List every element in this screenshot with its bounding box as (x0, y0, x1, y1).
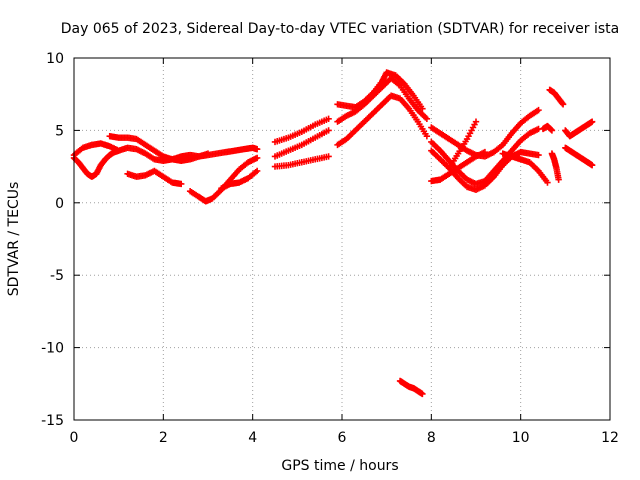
series-arc-m (396, 377, 426, 398)
data-point (555, 176, 562, 183)
series-arc-b (70, 147, 122, 180)
x-tick-label: 4 (248, 430, 257, 446)
y-tick-label: -5 (50, 268, 64, 284)
data-point (419, 390, 426, 398)
x-tick-label: 10 (512, 430, 530, 446)
data-point (481, 148, 489, 156)
data-point (253, 146, 261, 153)
series-arc-k (334, 75, 431, 125)
series-arc-j (334, 69, 426, 112)
data-point (588, 161, 596, 169)
series-arc-v (548, 150, 562, 183)
y-tick-label: 5 (55, 123, 64, 139)
x-tick-label: 6 (338, 430, 347, 446)
x-tick-label: 2 (159, 430, 168, 446)
series-arc-x (562, 144, 596, 169)
axis-ticks: 0 2 4 6 8 10 12 -15 -10 -5 0 5 10 (41, 51, 619, 446)
data-marks (70, 69, 596, 398)
series-arc-d (124, 167, 185, 188)
data-point (423, 115, 431, 123)
data-point (559, 101, 567, 108)
y-axis-label: SDTVAR / TECUs (6, 182, 22, 297)
series-arc-u (546, 86, 567, 108)
data-point (204, 150, 212, 157)
series-arc-s (499, 150, 551, 186)
data-point (253, 154, 261, 162)
series-arc-c (106, 132, 212, 165)
series-arc-i (271, 153, 332, 170)
y-tick-label: 10 (46, 51, 64, 67)
data-point (325, 115, 332, 123)
series-arc-r (446, 118, 480, 172)
data-point (535, 106, 542, 114)
data-point (472, 118, 480, 125)
y-tick-label: -10 (41, 341, 64, 357)
series-arc-p (428, 147, 542, 193)
data-point (115, 147, 122, 154)
series-arc-l (334, 92, 431, 149)
data-point (178, 180, 185, 188)
x-axis-label: GPS time / hours (281, 458, 398, 474)
series-arc-q (428, 148, 489, 185)
data-point (325, 153, 332, 160)
chart-title: Day 065 of 2023, Sidereal Day-to-day VTE… (61, 21, 619, 37)
y-tick-label: -15 (41, 413, 64, 429)
y-tick-label: 0 (55, 196, 64, 212)
series-arc-n (428, 106, 542, 160)
data-point (423, 132, 431, 140)
plot-frame (73, 57, 611, 421)
data-point (253, 167, 261, 175)
series-arc-h (271, 127, 332, 160)
data-point (548, 127, 556, 134)
data-point (544, 179, 551, 186)
series-arc-t (539, 122, 556, 134)
x-tick-label: 8 (427, 430, 436, 446)
series-arc-g (271, 115, 332, 146)
series-arc-f (218, 167, 261, 192)
data-point (325, 127, 332, 134)
series-arc-w (562, 118, 596, 140)
x-tick-label: 12 (601, 430, 619, 446)
x-tick-label: 0 (70, 430, 79, 446)
data-point (588, 118, 596, 125)
grid (74, 58, 610, 420)
data-point (535, 151, 542, 159)
